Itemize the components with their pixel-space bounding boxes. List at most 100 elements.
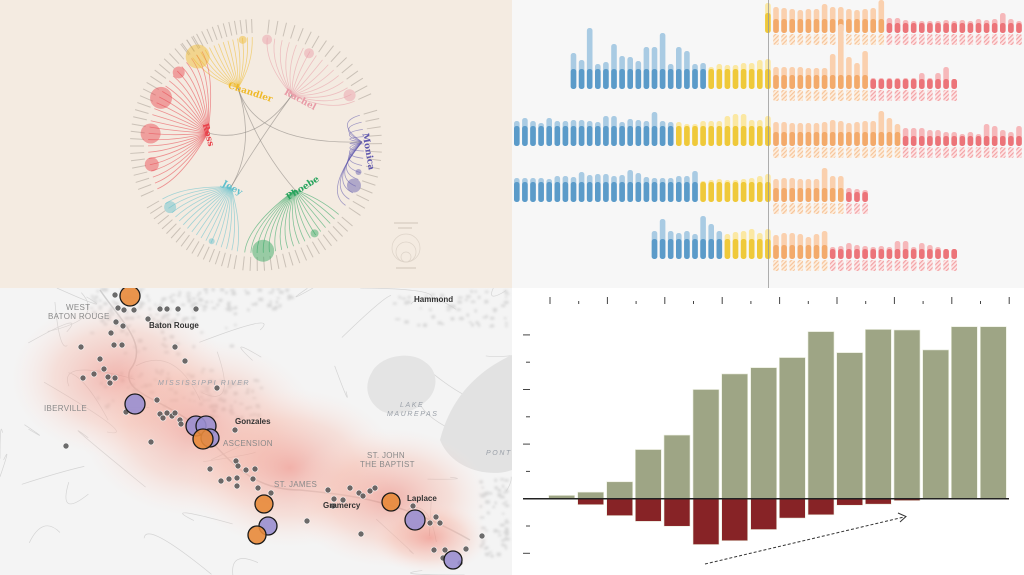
bar-yellow [700,182,706,202]
facility-dot[interactable] [111,374,119,382]
facility-dot[interactable] [181,357,189,365]
facility-dot[interactable] [144,315,152,323]
negative-bar [692,498,720,545]
bar-projection [910,90,917,101]
orange-facility-circle[interactable] [119,288,141,307]
bar-red [902,136,909,146]
facility-dot[interactable] [329,502,337,510]
facility-dot[interactable] [90,370,98,378]
facility-dot[interactable] [231,426,239,434]
facility-dot[interactable] [234,462,242,470]
urban-area [269,300,272,304]
bar-projection [805,90,812,101]
facility-dot[interactable] [130,306,138,314]
facility-dot[interactable] [366,487,374,495]
facility-dot[interactable] [120,306,128,314]
facility-dot[interactable] [324,486,332,494]
urban-area [171,294,176,296]
facility-dot[interactable] [432,513,440,521]
facility-dot[interactable] [233,474,241,482]
facility-dot[interactable] [217,477,225,485]
facility-dot[interactable] [163,409,171,417]
facility-dot[interactable] [177,420,185,428]
facility-dot[interactable] [359,492,367,500]
urban-area [216,303,220,307]
facility-dot[interactable] [339,496,347,504]
leaf-label [341,63,353,74]
urban-area [505,519,509,522]
leaf-label [346,70,359,80]
orange-facility-circle[interactable] [247,525,267,545]
bar-blue [595,126,601,146]
bar-projection [781,147,787,158]
facility-dot[interactable] [251,465,259,473]
facility-dot[interactable] [118,341,126,349]
facility-dot[interactable] [119,322,127,330]
facility-dot[interactable] [206,465,214,473]
facility-dot[interactable] [159,414,167,422]
leaf-label [267,19,270,34]
purple-facility-circle[interactable] [124,393,146,415]
road [232,558,259,575]
bar-red [878,249,885,259]
facility-dot[interactable] [153,396,161,404]
facility-dot[interactable] [478,532,486,540]
facility-dot[interactable] [96,355,104,363]
urban-area [271,288,275,292]
bar-red [943,23,949,33]
facility-dot[interactable] [110,341,118,349]
facility-dot[interactable] [233,482,241,490]
facility-dot[interactable] [100,365,108,373]
urban-area [398,295,401,299]
facility-dot[interactable] [62,442,70,450]
facility-dot[interactable] [112,318,120,326]
facility-dot[interactable] [225,475,233,483]
leaf-label [348,207,361,216]
facility-dot[interactable] [436,519,444,527]
connection-link [279,189,296,250]
facility-dot[interactable] [249,475,257,483]
facility-dot[interactable] [163,305,171,313]
facility-dot[interactable] [114,304,122,312]
facility-dot[interactable] [79,374,87,382]
bar-orange [797,132,804,146]
facility-dot[interactable] [330,495,338,503]
orange-facility-circle[interactable] [254,494,274,514]
facility-dot[interactable] [147,438,155,446]
facility-dot[interactable] [267,489,275,497]
orange-facility-circle[interactable] [192,428,214,450]
facility-dot[interactable] [303,517,311,525]
bar-projection [902,147,909,158]
facility-dot[interactable] [104,373,112,381]
facility-dot[interactable] [357,530,365,538]
bar-orange [821,132,828,146]
purple-facility-circle[interactable] [443,550,463,570]
facility-dot[interactable] [192,305,200,313]
facility-dot[interactable] [213,384,221,392]
facility-dot[interactable] [346,484,354,492]
facility-dot[interactable] [409,502,417,510]
facility-dot[interactable] [430,546,438,554]
facility-dot[interactable] [107,329,115,337]
facility-dot[interactable] [462,545,470,553]
facility-dot[interactable] [254,484,262,492]
orange-facility-circle[interactable] [381,492,401,512]
facility-dot[interactable] [156,305,164,313]
road [28,525,61,544]
facility-dot[interactable] [441,546,449,554]
facility-dot[interactable] [171,409,179,417]
facility-dot[interactable] [77,343,85,351]
leaf-label [288,251,294,266]
facility-dot[interactable] [426,519,434,527]
bar-orange [781,19,787,33]
facility-dot[interactable] [111,291,119,299]
facility-dot[interactable] [242,466,250,474]
bar-blue [603,69,609,89]
facility-dot[interactable] [171,343,179,351]
facility-dot[interactable] [371,484,379,492]
facility-dot[interactable] [174,305,182,313]
leaf-label [356,194,370,202]
bar-red [967,136,974,146]
facility-dot[interactable] [106,379,114,387]
purple-facility-circle[interactable] [404,509,426,531]
